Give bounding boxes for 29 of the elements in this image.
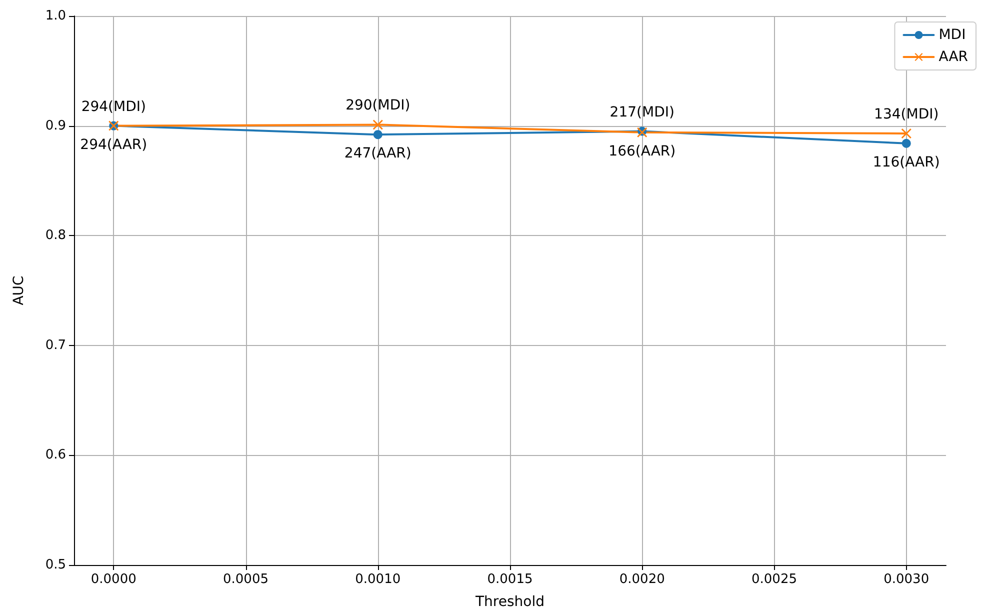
y-tick-label: 1.0 <box>45 8 66 24</box>
x-tick-label: 0.0010 <box>355 572 401 587</box>
x-tick-label: 0.0005 <box>223 572 269 587</box>
y-tick-label: 0.6 <box>45 448 66 463</box>
point <box>902 138 911 148</box>
x-tick-label: 0.0020 <box>619 572 665 587</box>
annotation: 134(MDI) <box>874 106 939 122</box>
annotation: 166(AAR) <box>608 143 676 160</box>
y-tick-label: 0.7 <box>45 338 66 353</box>
annotation: 247(AAR) <box>344 146 412 162</box>
annotation: 290(MDI) <box>346 98 410 114</box>
point <box>901 128 912 138</box>
x-axis-title: Threshold <box>474 594 544 610</box>
x-tick-label: 0.0030 <box>884 572 930 587</box>
annotation: 294(AAR) <box>80 136 148 153</box>
x-tick-label: 0.0025 <box>751 572 797 587</box>
x-tick-label: 0.0015 <box>487 572 533 587</box>
legend-label: MDI <box>938 27 966 43</box>
x-tick-label: 0.0000 <box>90 572 136 587</box>
y-tick-label: 0.5 <box>45 558 66 572</box>
y-tick-label: 0.9 <box>45 118 66 134</box>
point <box>372 120 383 130</box>
point <box>373 130 382 140</box>
legend-label: AAR <box>938 49 968 65</box>
y-axis-title: AUC <box>11 275 27 306</box>
annotation: 294(MDI) <box>81 98 146 115</box>
annotation: 217(MDI) <box>610 104 674 120</box>
annotation: 116(AAR) <box>872 154 940 170</box>
y-tick-label: 0.8 <box>45 228 66 244</box>
